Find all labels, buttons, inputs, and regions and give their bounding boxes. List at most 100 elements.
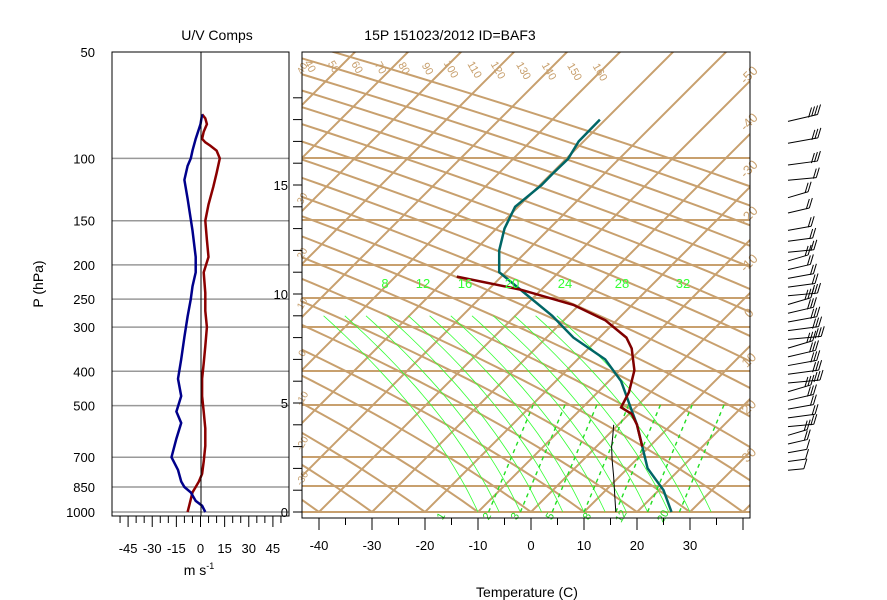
wind-barb-shaft [787, 429, 808, 436]
dry-adiabat-label-130: 130 [513, 60, 533, 82]
lower-mixing-label-20: 20 [655, 508, 672, 525]
mixing-ratio-line [519, 402, 567, 513]
wind-barb-flag [806, 429, 811, 440]
temp-tick--10: -10 [469, 538, 488, 553]
left-edge-label-4: 0 [297, 348, 310, 359]
wind-barb-flag [812, 330, 817, 341]
wind-barb-flag [809, 254, 814, 265]
isotherm-line [424, 185, 750, 513]
pressure-tick-500: 500 [73, 399, 95, 414]
wind-barb-flag [806, 299, 811, 310]
wind-barb-flag [804, 182, 809, 193]
uv-x-tick--15: -15 [167, 541, 186, 556]
wind-barb-flag [810, 240, 815, 251]
sounding-temperature-line [497, 118, 673, 513]
skewt-panel: 15P 151023/2012 ID=BAF3 40 50 60 70 80 90 100 1… [274, 27, 761, 600]
pressure-tick-50: 50 [81, 45, 95, 60]
isotherm-line [302, 52, 728, 478]
skewt-title: 15P 151023/2012 ID=BAF3 [364, 27, 536, 43]
dry-adiabat-line [302, 498, 320, 513]
wind-barb-shaft [787, 384, 812, 393]
pressure-tick-150: 150 [73, 214, 95, 229]
uv-x-tick--30: -30 [143, 541, 162, 556]
isotherm-line [302, 52, 357, 107]
wind-barb-shaft [787, 379, 821, 384]
sounding-dewpoint-line [456, 275, 644, 447]
wind-barb-shaft [787, 207, 810, 214]
wind-barb-shaft [787, 369, 819, 375]
wind-barb-shaft [787, 349, 816, 358]
wind-barb-shaft [787, 335, 822, 340]
moist-adiabat-line [344, 315, 500, 513]
isotherm-label-20: 20 [738, 396, 759, 417]
sounding-parcel-line [611, 424, 617, 513]
wind-barb-flag [812, 168, 817, 179]
wind-barb-shaft [787, 160, 818, 166]
moist-adiabat-line [386, 315, 542, 513]
height-tick-labels: 0 5 10 15 [274, 97, 302, 520]
isotherm-label--10: -10 [737, 251, 761, 275]
left-edge-label-7: -30 [294, 469, 311, 487]
wind-barb-flag [809, 298, 814, 309]
height-tick-5: 5 [281, 396, 288, 411]
dry-adiabat-label-80: 80 [395, 60, 412, 77]
dry-adiabat-line [302, 300, 691, 513]
left-edge-label-1: 30 [295, 191, 310, 207]
height-tick-15: 15 [274, 178, 288, 193]
pressure-tick-850: 850 [73, 480, 95, 495]
isotherm-line [477, 238, 750, 513]
uv-x-tick--45: -45 [119, 541, 138, 556]
wind-barb-flag [811, 274, 816, 285]
mixing-ratio-label-32: 32 [676, 276, 690, 291]
pressure-axis-label: P (hPa) [30, 260, 46, 307]
wind-barb-flag [813, 414, 818, 425]
wind-barb-flag [814, 273, 819, 284]
mixing-ratio-line [615, 402, 662, 513]
isotherm-label-10: 10 [738, 349, 759, 370]
temp-tick--30: -30 [363, 538, 382, 553]
mixing-ratio-label-24: 24 [558, 276, 572, 291]
wind-barb-flag [810, 308, 815, 319]
wind-barb-flag [808, 107, 813, 118]
wind-barb-flag [815, 317, 820, 328]
lower-mixing-label-12: 12 [613, 508, 630, 525]
isotherm-line [302, 52, 463, 213]
wind-barb-shaft [787, 423, 814, 428]
wind-barb-flag [815, 361, 820, 372]
left-edge-label-3: 10 [295, 296, 310, 312]
isotherm-line [742, 503, 750, 513]
wind-barb-flag [807, 181, 812, 192]
wind-barb-flag [805, 448, 810, 460]
wind-barb-flag [820, 326, 825, 337]
wind-barb-flag [811, 106, 816, 117]
uv-axis-label: m s-1 [184, 561, 215, 578]
mixing-ratio-line [583, 402, 631, 513]
left-edge-label-2: 20 [295, 246, 310, 262]
isotherm-line [302, 52, 622, 372]
wind-barb-flag [815, 167, 820, 178]
wind-barb-flag [814, 105, 819, 116]
wind-barb-flag [804, 376, 809, 388]
wind-barb-flag [809, 385, 814, 396]
wind-barb-flag [816, 150, 821, 162]
lower-mixing-label-8: 8 [581, 511, 594, 522]
uv-series-u [186, 113, 222, 513]
temp-tick-0: 0 [527, 538, 534, 553]
isotherm-line [530, 291, 750, 513]
wind-barb-flag [816, 306, 821, 317]
wind-barb-shaft [787, 458, 806, 462]
wind-barb-flag [810, 415, 815, 426]
uv-series-group [170, 113, 222, 513]
wind-barb-shaft [787, 316, 817, 323]
wind-barb-shaft [787, 448, 807, 454]
wind-barb-flag [812, 362, 817, 373]
wind-barb-shaft [787, 254, 809, 262]
wind-barb-flag [817, 104, 822, 115]
wind-barb-flag [813, 371, 818, 383]
wind-barb-flag [810, 374, 815, 386]
isotherm-line [689, 450, 750, 513]
temp-tick--20: -20 [416, 538, 435, 553]
isotherm-line [318, 79, 750, 513]
dry-adiabat-line [302, 73, 750, 227]
